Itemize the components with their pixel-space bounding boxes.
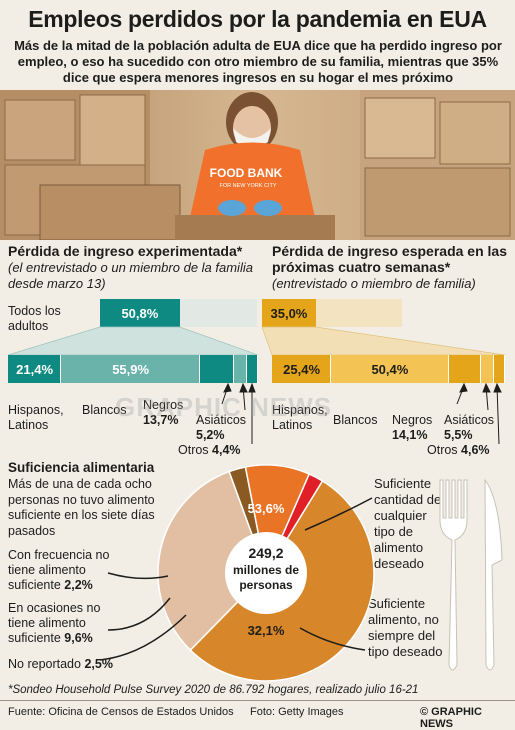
experienced-wedge — [7, 326, 259, 356]
label-occasionally-insufficient: En ocasiones no tiene alimento suficient… — [8, 601, 101, 645]
arrow-often — [107, 572, 169, 580]
label-asiaticos-exp: Asiáticos 5,2% — [196, 413, 247, 442]
bar-expected-hispanos-label: 25,4% — [283, 361, 321, 377]
pie-center-circle — [225, 532, 307, 614]
bar-experienced-blancos: 55,9% — [61, 355, 201, 383]
label-otros-expd: Otros 4,6% — [427, 443, 490, 457]
food-sufficiency-description: Más de una de cada ocho personas no tuvo… — [8, 477, 155, 538]
bar-experienced-asiaticos — [234, 355, 248, 383]
bar-all-adults-experienced-remainder — [179, 299, 257, 327]
bar-expected-negros — [448, 355, 482, 383]
label-sufficient-food: Suficiente cantidad de cualquier tipo de… — [374, 476, 442, 571]
bar-experienced-blancos-label: 55,9% — [112, 361, 150, 377]
pie-center-text: millones de personas — [233, 563, 299, 592]
experienced-note: (el entrevistado o un miembro de la fami… — [8, 260, 253, 291]
bar-experienced-hispanos-label: 21,4% — [16, 361, 54, 377]
label-asiaticos-expd: Asiáticos 5,5% — [444, 413, 495, 442]
footnote: *Sondeo Household Pulse Survey 2020 de 8… — [8, 684, 419, 696]
bar-expected-blancos-label: 50,4% — [371, 361, 409, 377]
shirt-text-line1: FOOD BANK — [210, 166, 283, 180]
fork-icon — [439, 479, 468, 671]
bar-expected-asiaticos — [481, 355, 495, 383]
source-text: Fuente: Oficina de Censos de Estados Uni… — [8, 706, 234, 718]
pie-slice-label-sometimes: 32,1% — [248, 623, 285, 638]
arrow-occasionally — [107, 597, 171, 631]
shirt-text-line2: FOR NEW YORK CITY — [219, 183, 276, 189]
bar-all-adults-expected-remainder — [315, 299, 402, 327]
page-subtitle: Más de la mitad de la población adulta d… — [14, 38, 502, 85]
label-hispanos-exp: Hispanos, Latinos — [8, 403, 64, 432]
pie-slice-label-sufficient: 53,6% — [248, 501, 285, 516]
knife-icon — [484, 478, 503, 671]
pie-slice-sometimes — [157, 470, 267, 652]
label-hispanos-expd: Hispanos, Latinos — [272, 403, 328, 432]
bar-all-adults-expected: 35,0% — [262, 299, 316, 327]
photo-credit: Foto: Getty Images — [250, 706, 344, 718]
expected-wedge — [261, 326, 506, 356]
label-sometimes-desired-food: Suficiente alimento, no siempre del tipo… — [368, 596, 443, 659]
food-bank-photo: FOOD BANK FOR NEW YORK CITY — [0, 90, 515, 240]
label-negros-expd: Negros 14,1% — [392, 413, 433, 442]
label-otros-exp: Otros 4,4% — [178, 443, 241, 457]
arrow-sufficient — [304, 497, 373, 531]
brand-logo: © GRAPHIC NEWS — [420, 706, 482, 730]
food-sufficiency-heading: Suficiencia alimentaria — [8, 460, 155, 475]
bar-all-adults-expected-label: 35,0% — [270, 305, 308, 321]
arrow-sometimes — [299, 627, 366, 651]
food-sufficiency-pie-chart: 249,2 millones de personas 53,6% 32,1% — [99, 464, 503, 682]
bar-experienced-otros — [247, 355, 258, 383]
label-not-reported: No reportado 2,5% — [8, 657, 113, 671]
experienced-heading: Pérdida de ingreso experimentada* — [8, 243, 243, 259]
bar-all-adults-experienced-label: 50,8% — [121, 305, 159, 321]
label-blancos-exp: Blancos — [82, 403, 127, 417]
label-blancos-expd: Blancos — [333, 413, 378, 427]
label-often-insufficient: Con frecuencia no tiene alimento suficie… — [8, 548, 110, 592]
footer-divider — [0, 700, 515, 701]
bar-expected-hispanos: 25,4% — [272, 355, 332, 383]
all-adults-label: Todos los adultos — [8, 304, 61, 333]
page-title: Empleos perdidos por la pandemia en EUA — [28, 6, 487, 32]
bar-experienced-hispanos: 21,4% — [8, 355, 62, 383]
pie-center-number: 249,2 — [248, 545, 283, 561]
arrow-not-reported — [99, 614, 187, 661]
bar-expected-otros — [494, 355, 505, 383]
expected-heading: Pérdida de ingreso esperada en las próxi… — [272, 243, 507, 275]
bar-experienced-negros — [200, 355, 235, 383]
label-negros-exp: Negros 13,7% — [143, 398, 184, 427]
expected-note: (entrevistado o miembro de familia) — [272, 276, 476, 291]
breakdown-expansion-wedges — [7, 326, 506, 356]
watermark: GRAPHIC NEWS — [115, 392, 333, 422]
bar-all-adults-experienced: 50,8% — [100, 299, 180, 327]
bar-expected-blancos: 50,4% — [331, 355, 449, 383]
